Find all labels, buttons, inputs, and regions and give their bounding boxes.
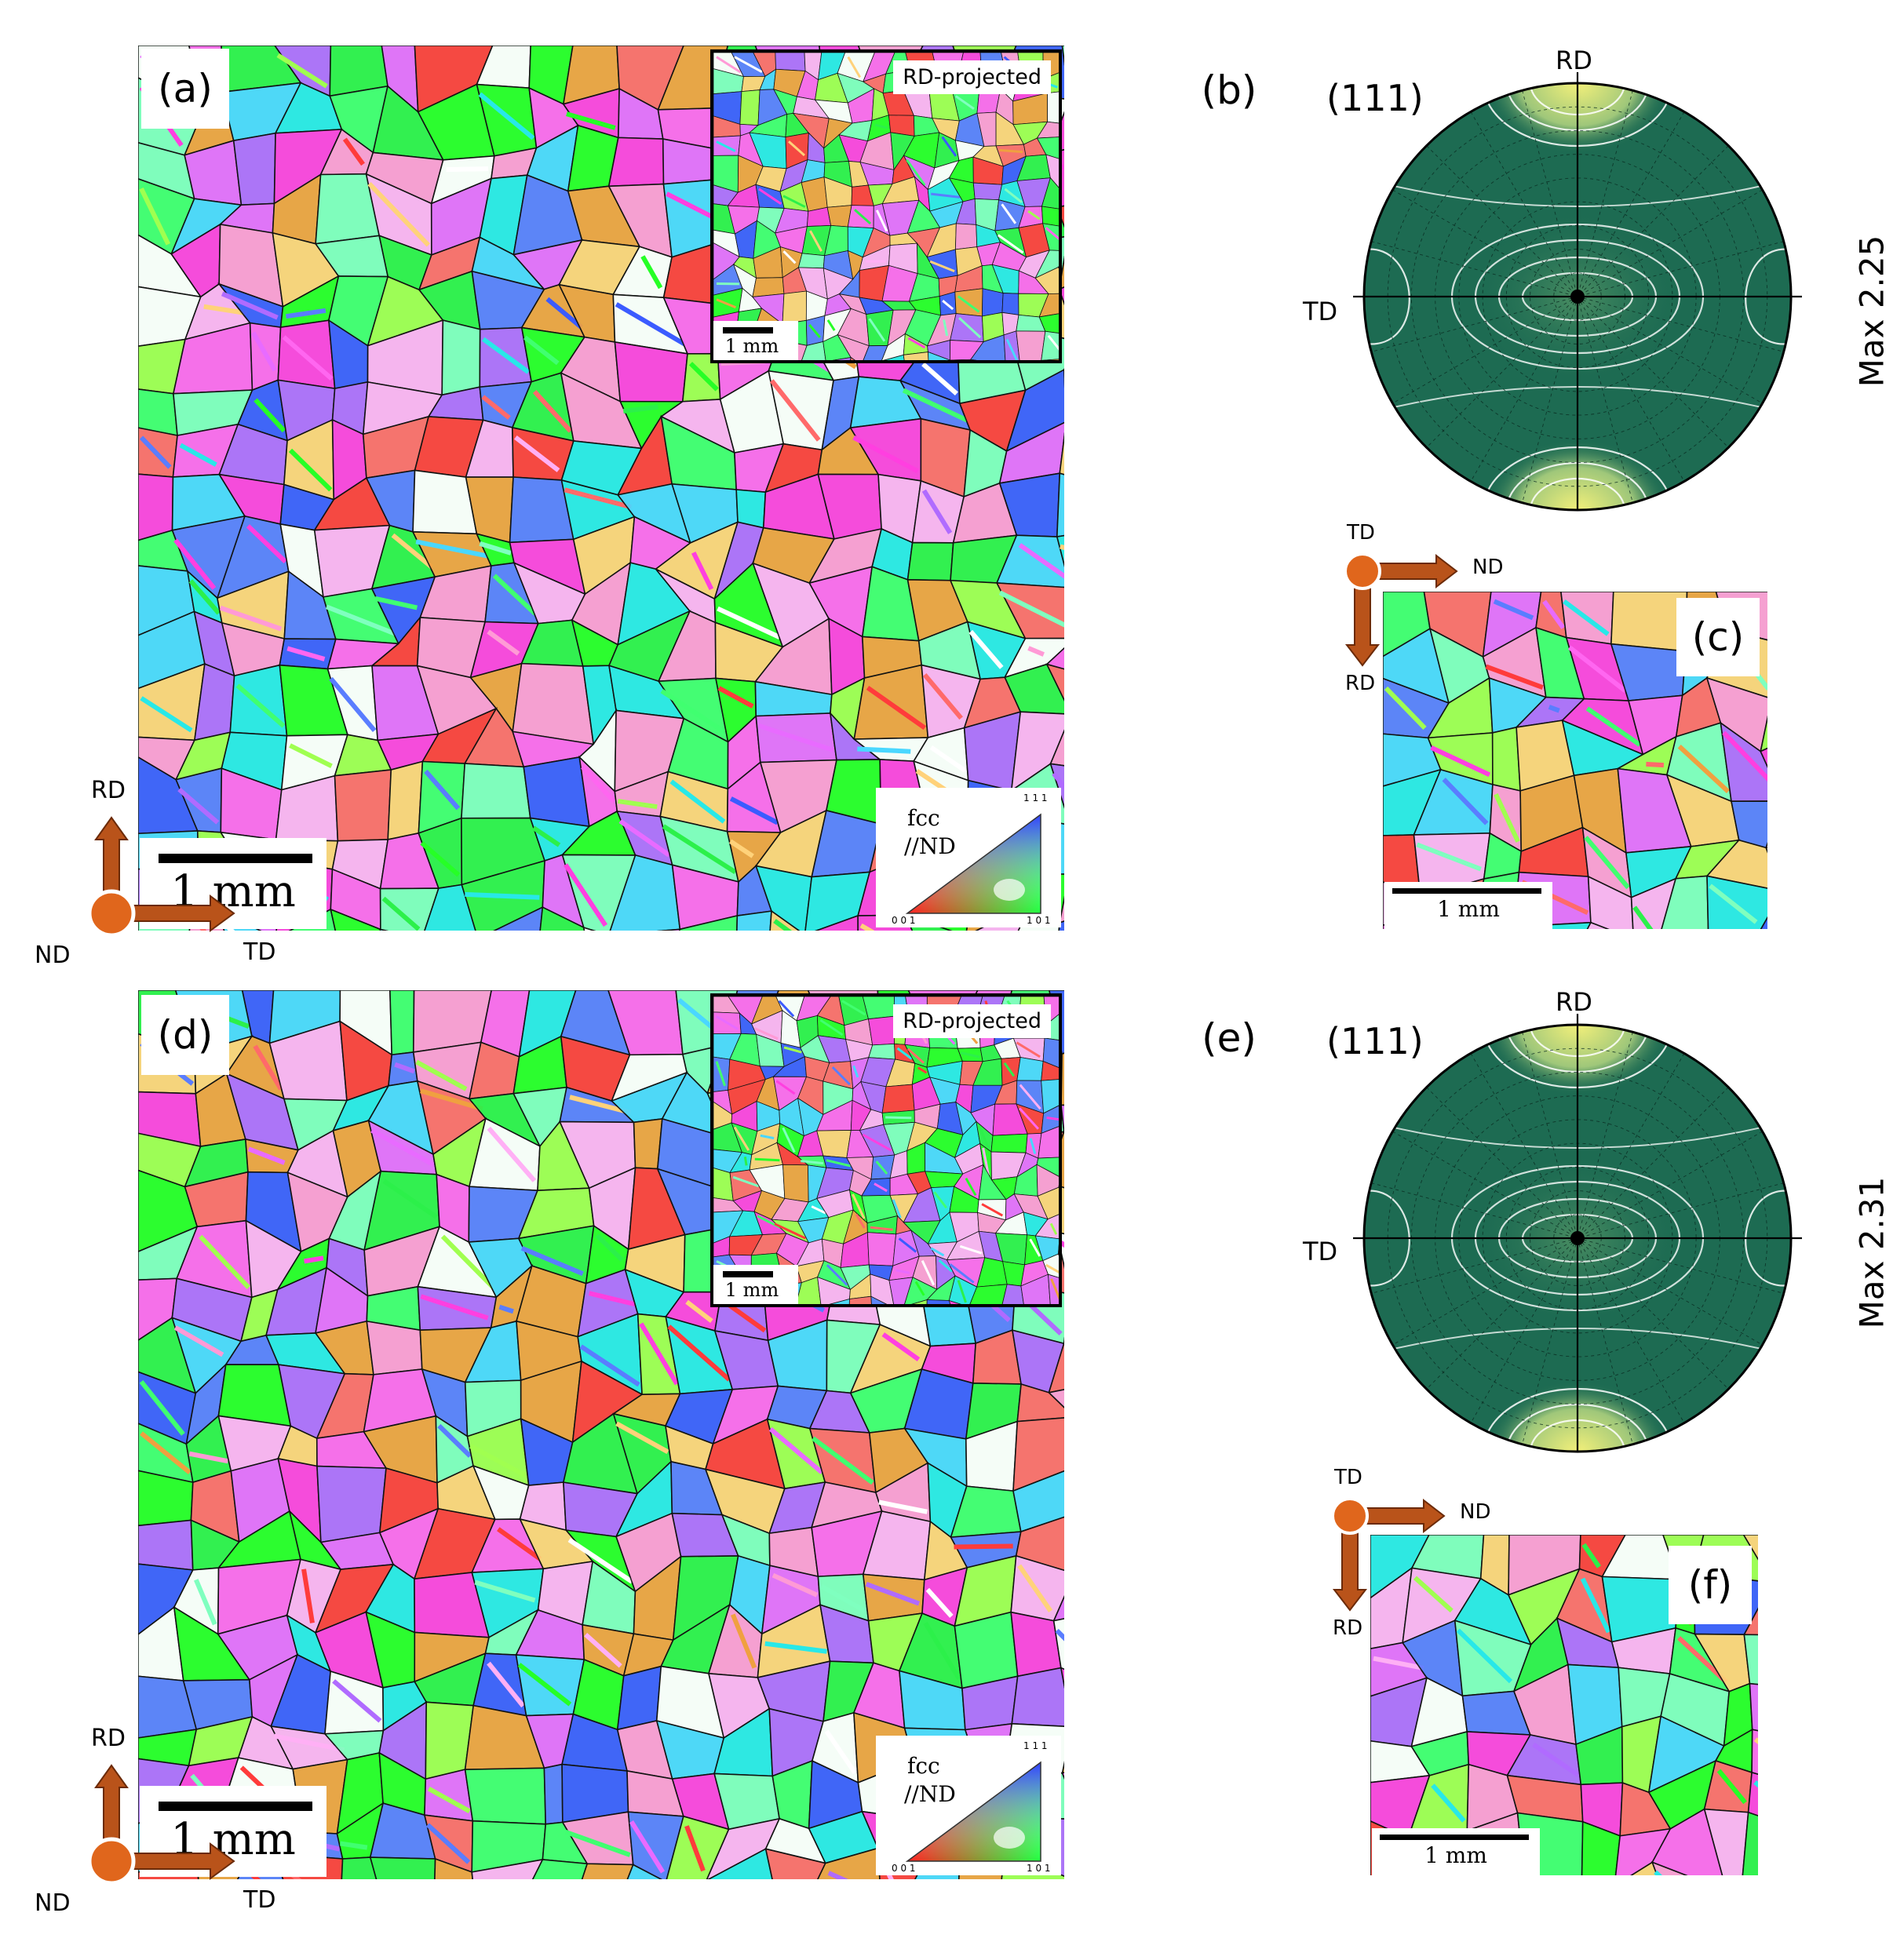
pole-figure-e [1353,1014,1802,1453]
grain-map-inset-a [713,53,1059,360]
axis-rd-a: RD [91,777,126,804]
axis-triad-c [1344,552,1458,667]
scale-bar-a [159,854,312,863]
axis-triad-a [87,816,235,938]
rd-arrow-c [1344,577,1381,667]
inset-scale-bar-d [723,1271,773,1277]
nd-origin-dot-a [87,889,136,938]
pf-td-b: TD [1303,297,1338,326]
ipf-corner-top-a: 1 1 1 [1023,792,1048,803]
axis-td-f: TD [1334,1466,1362,1489]
panel-label-f: (f) [1669,1546,1752,1624]
scale-bar-c [1392,888,1541,894]
panel-label-b: (b) [1201,67,1257,113]
pf-rd-e: RD [1556,987,1592,1017]
ipf-corner-top-d: 1 1 1 [1023,1740,1048,1751]
ipf-phase-text-a: fcc [907,805,940,831]
scale-box-f: 1 mm [1372,1828,1540,1875]
ipf-corner-left-a: 0 0 1 [892,915,916,926]
ipf-direction-text-d: //ND [904,1781,956,1807]
panel-label-c: (c) [1676,598,1760,676]
ipf-corner-right-d: 1 0 1 [1027,1863,1051,1874]
ebsd-map-c [1383,592,1767,929]
ipf-triangle-a [905,813,1041,914]
td-arrow-d [125,1842,235,1880]
axis-nd-f: ND [1460,1500,1491,1524]
axis-rd-f: RD [1333,1616,1363,1640]
ipf-triangle-d [905,1761,1041,1862]
axis-td-a: TD [243,938,276,966]
inset-tag-d: RD-projected [893,1004,1051,1038]
td-origin-dot-f [1331,1497,1369,1535]
axis-rd-d: RD [91,1725,126,1752]
panel-label-e: (e) [1202,1015,1257,1061]
grain-map-f [1370,1535,1758,1875]
axis-nd-a: ND [35,942,71,969]
inset-scale-box-a: 1 mm [713,321,798,360]
td-arrow-a [125,894,235,932]
pf-plane-b: (111) [1326,77,1424,119]
axis-rd-c: RD [1345,672,1376,695]
scale-text-c: 1 mm [1437,896,1500,922]
axis-nd-c: ND [1472,556,1504,579]
pf-rd-b: RD [1556,46,1592,75]
ipf-direction-text-a: //ND [904,833,956,859]
ipf-corner-left-d: 0 0 1 [892,1863,916,1874]
ipf-legend-a: fcc //ND 1 1 1 0 0 1 1 0 1 [876,788,1061,927]
axis-triad-f [1331,1497,1446,1612]
axis-triad-d [87,1764,235,1886]
inset-scale-bar-a [723,327,773,333]
pf-max-e: Max 2.31 [1852,1176,1891,1329]
pf-max-b: Max 2.25 [1852,235,1891,388]
inset-scale-box-d: 1 mm [713,1265,798,1304]
rd-projected-inset-a: RD-projected 1 mm [710,49,1062,363]
scale-box-c: 1 mm [1384,882,1552,929]
td-origin-dot-c [1344,552,1381,590]
inset-tag-a: RD-projected [893,60,1051,94]
pole-figure-b [1353,72,1802,512]
scale-text-f: 1 mm [1424,1842,1487,1868]
axis-td-c: TD [1347,521,1375,545]
ipf-phase-text-d: fcc [907,1753,940,1779]
pf-td-e: TD [1303,1237,1338,1266]
panel-label-d: (d) [141,995,229,1075]
rd-projected-inset-d: RD-projected 1 mm [710,993,1062,1307]
inset-scale-text-d: 1 mm [724,1279,779,1301]
inset-scale-text-a: 1 mm [724,335,779,357]
nd-origin-dot-d [87,1837,136,1886]
axis-nd-d: ND [35,1889,71,1917]
grain-map-inset-d [713,997,1059,1304]
scale-bar-f [1380,1835,1529,1840]
ebsd-map-f [1370,1535,1758,1875]
ipf-corner-right-a: 1 0 1 [1027,915,1051,926]
axis-td-d: TD [243,1886,276,1914]
ipf-legend-d: fcc //ND 1 1 1 0 0 1 1 0 1 [876,1736,1061,1875]
rd-arrow-f [1332,1521,1368,1612]
scale-bar-d [159,1802,312,1811]
pf-plane-e: (111) [1326,1020,1424,1062]
panel-label-a: (a) [141,49,229,129]
grain-map-c [1383,592,1767,929]
